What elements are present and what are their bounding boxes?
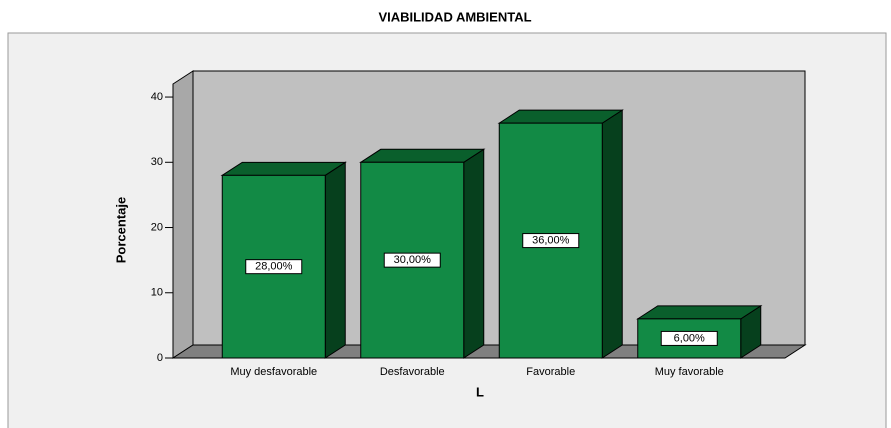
- bar-top: [497, 109, 624, 124]
- y-tick-label: 30: [151, 156, 163, 168]
- bar-top: [636, 305, 763, 320]
- value-label: 6,00%: [674, 332, 705, 344]
- value-label-box: [383, 252, 441, 268]
- value-label: 30,00%: [394, 254, 432, 266]
- y-tick-label: 40: [151, 91, 163, 103]
- chart-title: VIABILIDAD AMBIENTAL: [378, 9, 531, 24]
- value-label: 28,00%: [255, 261, 293, 273]
- value-label: 36,00%: [532, 234, 570, 246]
- x-tick-label: Favorable: [526, 366, 575, 378]
- bar-side: [463, 148, 485, 359]
- value-label-box: [522, 233, 580, 249]
- left-wall: [172, 70, 194, 359]
- y-tick-label: 0: [157, 352, 163, 364]
- bar-top: [359, 148, 486, 163]
- x-tick-label: Muy desfavorable: [230, 366, 317, 378]
- y-tick-label: 10: [151, 287, 163, 299]
- y-tick-label: 20: [151, 221, 163, 233]
- value-label-box: [245, 259, 303, 275]
- y-axis-label: Porcentaje: [113, 197, 128, 263]
- x-axis-label: L: [476, 384, 484, 399]
- bar-side: [324, 161, 346, 359]
- bar-side: [601, 109, 623, 359]
- bar-top: [220, 161, 347, 176]
- value-label-box: [660, 330, 718, 346]
- x-tick-label: Desfavorable: [380, 366, 445, 378]
- x-tick-label: Muy favorable: [655, 366, 724, 378]
